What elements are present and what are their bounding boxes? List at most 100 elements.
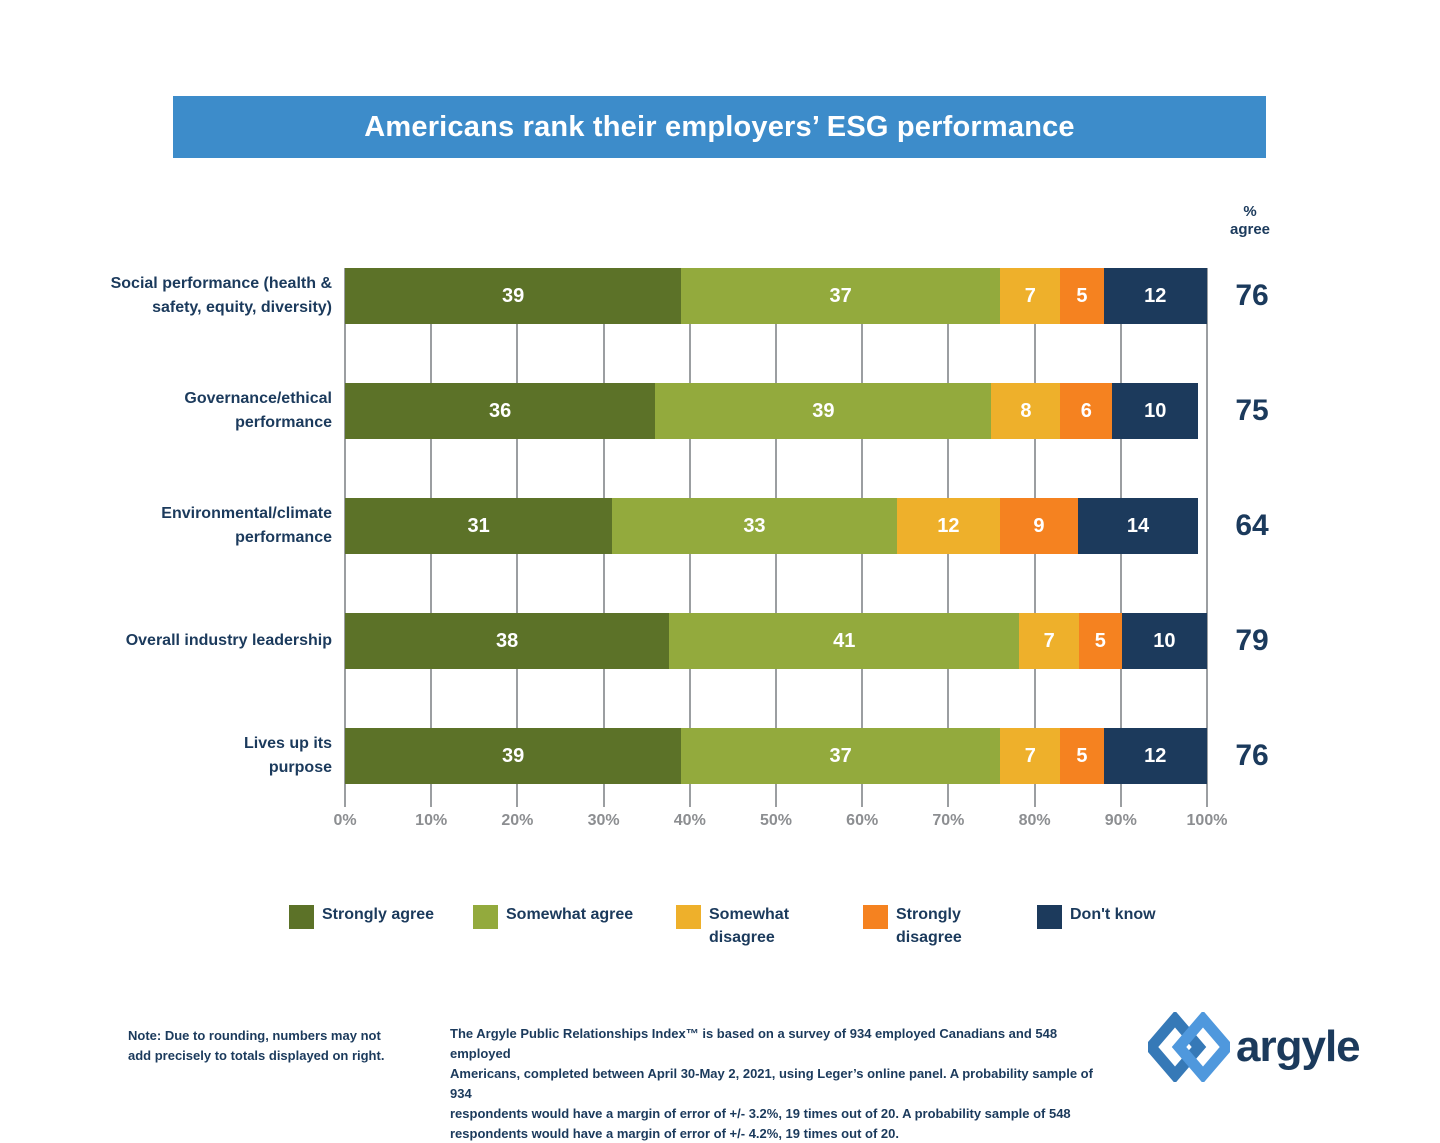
- bar-value-label: 36: [489, 399, 512, 422]
- bar-value-label: 31: [467, 514, 490, 537]
- rounding-note: Note: Due to rounding, numbers may not ad…: [128, 1026, 418, 1066]
- title-banner: Americans rank their employers’ ESG perf…: [173, 96, 1266, 158]
- axis-tick-mark: [516, 798, 519, 807]
- bar-row: 39 37 7 5 12: [345, 268, 1207, 324]
- axis-tick-label: 20%: [501, 812, 534, 829]
- bar-row: 36 39 8 6 10: [345, 383, 1207, 439]
- bar-segment: 7: [1000, 268, 1061, 324]
- bar-value-label: 7: [1024, 284, 1036, 307]
- agree-column-header: % agree: [1210, 203, 1290, 239]
- axis-tick-label: 40%: [673, 812, 706, 829]
- bar-value-label: 5: [1076, 744, 1088, 767]
- bar-segment: 41: [669, 613, 1020, 669]
- bar-value-label: 8: [1020, 399, 1032, 422]
- legend-label: Strongly disagree: [896, 906, 962, 946]
- legend-label: Strongly agree: [322, 906, 435, 923]
- bar-row: 39 37 7 5 12: [345, 728, 1207, 784]
- bar-segment: 37: [681, 728, 1001, 784]
- axis-tick-mark: [688, 798, 691, 807]
- row-label: Environmental/climate performance: [161, 505, 332, 546]
- bar-segment: 37: [681, 268, 1001, 324]
- bar-segment: 33: [612, 498, 897, 554]
- bar-segment: 39: [345, 268, 682, 324]
- bar-value-label: 10: [1144, 399, 1167, 422]
- bar-segment: 8: [991, 383, 1061, 439]
- bar-value-label: 39: [501, 744, 525, 767]
- gridline: [1206, 268, 1208, 798]
- bar-value-label: 6: [1080, 399, 1092, 422]
- bar-value-label: 7: [1024, 744, 1036, 767]
- bar-segment: 7: [1000, 728, 1061, 784]
- axis-tick-mark: [861, 798, 864, 807]
- agree-value: 76: [1235, 279, 1269, 312]
- legend-label: Somewhat agree: [506, 906, 634, 923]
- axis-tick-mark: [1119, 798, 1122, 807]
- axis-tick-label: 0%: [333, 812, 357, 829]
- bar-segment: 9: [1000, 498, 1078, 554]
- legend-swatch: [676, 905, 701, 929]
- bar-value-label: 12: [937, 514, 960, 537]
- legend-label: Somewhat disagree: [709, 906, 790, 946]
- axis-tick-label: 80%: [1018, 812, 1051, 829]
- bar-value-label: 5: [1076, 284, 1088, 307]
- bar-value-label: 41: [833, 629, 856, 652]
- legend-label: Don't know: [1070, 906, 1156, 923]
- bar-value-label: 9: [1033, 514, 1045, 537]
- agree-header-line2: agree: [1229, 221, 1271, 238]
- bar-segment: 12: [1103, 728, 1207, 784]
- bar-value-label: 38: [496, 629, 519, 652]
- agree-value: 75: [1235, 394, 1269, 427]
- agree-value: 76: [1235, 739, 1269, 772]
- row-label: Lives up its purpose: [243, 735, 332, 776]
- agree-value: 79: [1235, 624, 1269, 657]
- bar-segment: 5: [1079, 613, 1122, 669]
- row-label: Overall industry leadership: [125, 632, 332, 649]
- bar-value-label: 39: [812, 399, 835, 422]
- note-line: The Argyle Public Relationships Index™ i…: [450, 1026, 1058, 1061]
- axis-tick-label: 50%: [759, 812, 793, 829]
- bar-segment: 10: [1112, 383, 1199, 439]
- axis-tick-label: 100%: [1186, 812, 1228, 829]
- bar-segment: 6: [1060, 383, 1113, 439]
- axis-tick-label: 10%: [415, 812, 448, 829]
- note-line: Americans, completed between April 30-Ma…: [450, 1066, 1093, 1101]
- bar-value-label: 10: [1153, 629, 1176, 652]
- bar-row: 38 41 7 5 10: [345, 613, 1208, 669]
- axis-tick-label: 30%: [587, 812, 620, 829]
- axis-tick-mark: [1033, 798, 1036, 807]
- axis-tick-label: 70%: [932, 812, 965, 829]
- note-line: respondents would have a margin of error…: [450, 1106, 1071, 1121]
- note-line: respondents would have a margin of error…: [450, 1126, 899, 1141]
- argyle-diamonds-icon: [1148, 1012, 1230, 1082]
- bar-value-label: 37: [829, 284, 852, 307]
- axis-tick-label: 90%: [1104, 812, 1137, 829]
- bar-row: 31 33 12 9 14: [345, 498, 1207, 554]
- bar-value-label: 12: [1144, 744, 1167, 767]
- bar-segment: 39: [345, 728, 682, 784]
- axis-tick-mark: [1206, 798, 1208, 807]
- axis-tick-mark: [775, 798, 777, 807]
- axis-tick-label: 60%: [846, 812, 879, 829]
- agree-header-line1: %: [1243, 203, 1257, 220]
- legend-swatch: [863, 905, 888, 929]
- argyle-logo: argyle: [1148, 1012, 1361, 1082]
- bar-segment: 12: [896, 498, 1001, 554]
- argyle-wordmark: argyle: [1236, 1022, 1361, 1071]
- bar-segment: 39: [655, 383, 992, 439]
- bar-segment: 7: [1019, 613, 1079, 669]
- row-label: Governance/ethical performance: [184, 390, 332, 431]
- bar-value-label: 5: [1094, 629, 1106, 652]
- bar-segment: 5: [1060, 728, 1104, 784]
- bar-value-label: 14: [1126, 514, 1150, 537]
- methodology-note: The Argyle Public Relationships Index™ i…: [450, 1024, 1115, 1143]
- note-line: add precisely to totals displayed on rig…: [128, 1048, 385, 1063]
- axis-tick-mark: [947, 798, 950, 807]
- logo-diamond-right: [1171, 1012, 1230, 1082]
- bar-value-label: 7: [1043, 629, 1055, 652]
- note-line: Note: Due to rounding, numbers may not: [128, 1028, 381, 1043]
- bar-segment: 14: [1077, 498, 1199, 554]
- legend-swatch: [1037, 905, 1062, 929]
- axis-tick-mark: [602, 798, 605, 807]
- axis-tick-mark: [430, 798, 433, 807]
